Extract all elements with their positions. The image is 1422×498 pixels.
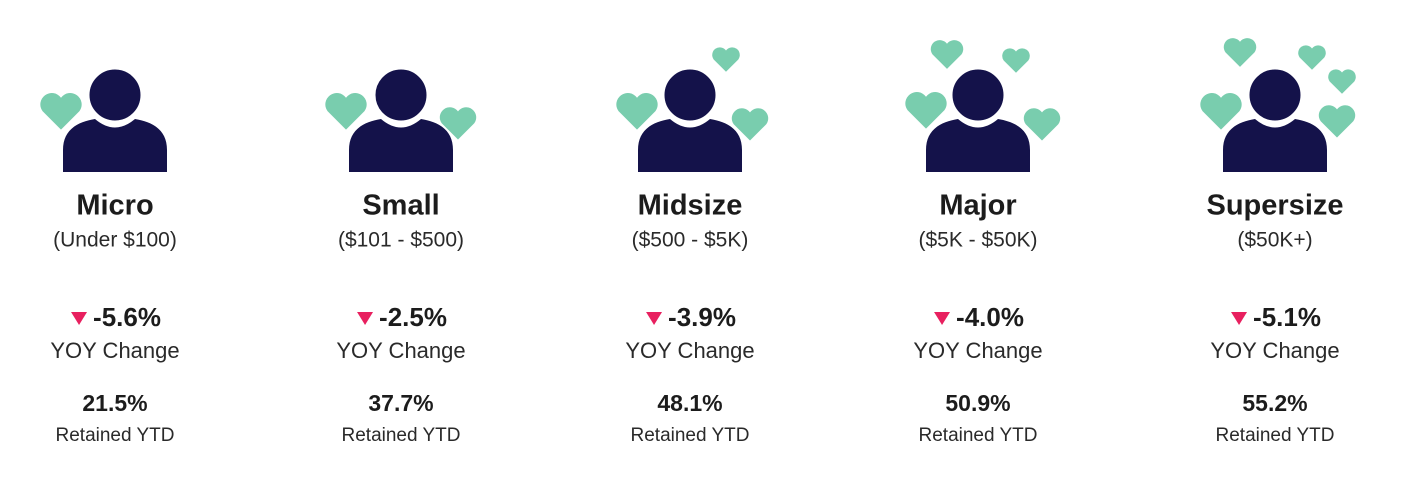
tier: Midsize ($500 - $5K) -3.9% YOY Change 48.1% R… <box>616 47 769 446</box>
down-arrow <box>934 312 951 325</box>
tier-name: Major <box>939 190 1016 222</box>
person-head <box>947 64 1009 126</box>
heart-icon <box>439 107 477 140</box>
person-body <box>926 119 1030 172</box>
retained-label: Retained YTD <box>631 425 750 446</box>
heart-icon <box>40 93 82 130</box>
yoy-value: -5.6% <box>93 302 161 332</box>
tier-name: Supersize <box>1207 190 1344 222</box>
heart-icon <box>1002 48 1030 73</box>
yoy-value: -4.0% <box>956 302 1024 332</box>
person-body <box>349 119 453 172</box>
yoy-label: YOY Change <box>50 338 179 363</box>
down-arrow <box>357 312 374 325</box>
tier-range: ($5K - $50K) <box>918 229 1037 252</box>
tier-name: Micro <box>76 190 153 222</box>
retained-value: 21.5% <box>82 390 147 416</box>
tier-range: ($101 - $500) <box>338 229 464 252</box>
person-head <box>370 64 432 126</box>
yoy-label: YOY Change <box>913 338 1042 363</box>
yoy-value: -3.9% <box>668 302 736 332</box>
tier: Micro (Under $100) -5.6% YOY Change 21.5% Ret… <box>40 64 180 446</box>
person-head <box>659 64 721 126</box>
person-body <box>63 119 167 172</box>
heart-icon <box>1318 105 1356 138</box>
heart-icon <box>1328 69 1356 94</box>
yoy-value: -5.1% <box>1253 302 1321 332</box>
retained-value: 50.9% <box>945 390 1010 416</box>
heart-icon <box>325 93 367 130</box>
tier-range: ($500 - $5K) <box>632 229 749 252</box>
yoy-label: YOY Change <box>625 338 754 363</box>
heart-icon <box>905 92 947 129</box>
down-arrow <box>71 312 88 325</box>
down-arrow <box>646 312 663 325</box>
tier-name: Midsize <box>638 190 743 222</box>
retained-value: 48.1% <box>657 390 722 416</box>
person-head <box>84 64 146 126</box>
tier: Supersize ($50K+) -5.1% YOY Change 55.2% Reta… <box>1200 38 1356 446</box>
heart-icon <box>616 93 658 130</box>
heart-icon <box>1200 93 1242 130</box>
tier: Small ($101 - $500) -2.5% YOY Change 37.7% Re… <box>325 64 477 446</box>
heart-icon <box>712 47 740 72</box>
person-body <box>638 119 742 172</box>
tier-range: ($50K+) <box>1237 229 1312 252</box>
retained-label: Retained YTD <box>1216 425 1335 446</box>
heart-icon <box>930 40 964 69</box>
person-head <box>1244 64 1306 126</box>
retained-label: Retained YTD <box>342 425 461 446</box>
yoy-label: YOY Change <box>1210 338 1339 363</box>
yoy-value: -2.5% <box>379 302 447 332</box>
retained-label: Retained YTD <box>919 425 1038 446</box>
down-arrow <box>1231 312 1248 325</box>
heart-icon <box>1223 38 1257 67</box>
tier-range: (Under $100) <box>53 229 177 252</box>
tier: Major ($5K - $50K) -4.0% YOY Change 50.9% Ret… <box>905 40 1061 446</box>
person-body <box>1223 119 1327 172</box>
yoy-label: YOY Change <box>336 338 465 363</box>
retained-value: 55.2% <box>1242 390 1307 416</box>
tier-name: Small <box>362 190 439 222</box>
heart-icon <box>1023 108 1061 141</box>
heart-icon <box>1298 45 1326 70</box>
retained-label: Retained YTD <box>56 425 175 446</box>
retained-value: 37.7% <box>368 390 433 416</box>
heart-icon <box>731 108 769 141</box>
